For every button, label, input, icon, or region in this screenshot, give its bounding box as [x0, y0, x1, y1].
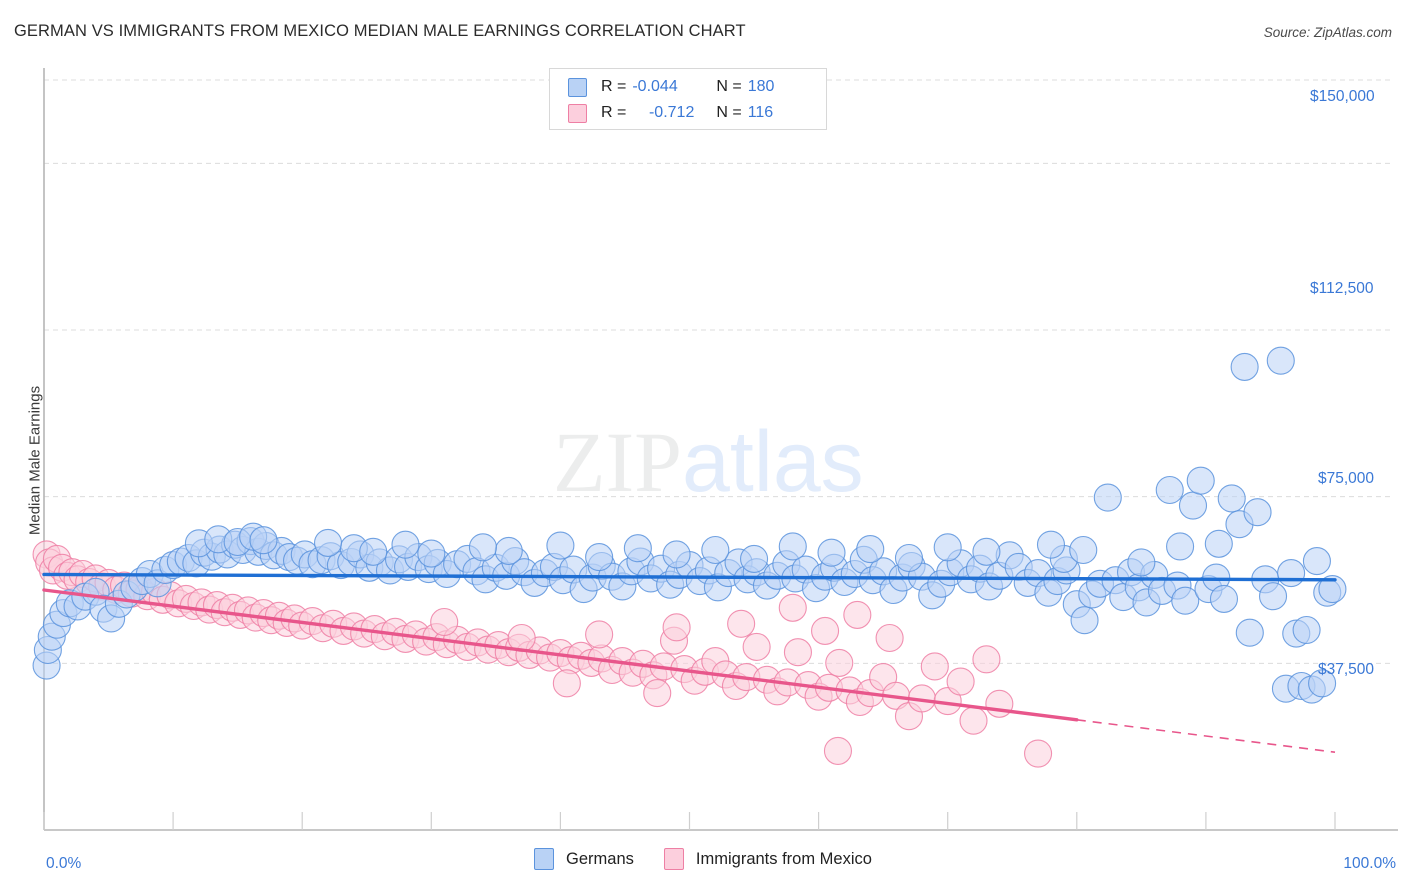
- chart-legend: Germans Immigrants from Mexico: [0, 848, 1406, 870]
- stats-n-value-germans: 180: [747, 78, 775, 95]
- legend-label-germans: Germans: [566, 849, 634, 868]
- legend-item-germans[interactable]: Germans: [534, 848, 634, 870]
- trend-line-germans: [42, 572, 1337, 582]
- stats-swatch-mexico: [568, 103, 587, 123]
- stats-n-value-mexico: 116: [747, 104, 774, 121]
- source-label: Source: ZipAtlas.com: [1263, 25, 1392, 40]
- y-tick-label-112500: $112,500: [1310, 280, 1374, 297]
- stats-r-value-mexico: -0.712: [648, 104, 695, 121]
- axis-lines: [43, 68, 1398, 831]
- legend-swatch-mexico: [663, 848, 684, 870]
- correlation-stats-box: R = -0.044 N = 180 R = -0.712 N = 116: [549, 68, 827, 130]
- trend-line-mexico: [42, 588, 1336, 754]
- legend-swatch-germans: [534, 848, 555, 870]
- page-title: GERMAN VS IMMIGRANTS FROM MEXICO MEDIAN …: [14, 22, 746, 40]
- x-tick-label-max: 100.0%: [1343, 855, 1396, 872]
- y-tick-label-37500: $37,500: [1318, 661, 1375, 678]
- x-tick-label-min: 0.0%: [46, 855, 82, 872]
- stats-swatch-germans: [568, 77, 587, 97]
- stats-row-germans: R = -0.044 N = 180: [550, 74, 826, 100]
- stats-r-label-mexico: R =: [601, 104, 627, 121]
- stats-n-label-mexico: N =: [716, 104, 742, 121]
- y-tick-label-75000: $75,000: [1318, 470, 1375, 487]
- stats-r-value-germans: -0.044: [632, 78, 678, 95]
- stats-n-label-germans: N =: [716, 78, 742, 95]
- legend-label-mexico: Immigrants from Mexico: [695, 849, 872, 868]
- y-tick-label-150000: $150,000: [1310, 88, 1375, 105]
- legend-item-mexico[interactable]: Immigrants from Mexico: [663, 848, 872, 870]
- stats-row-mexico: R = -0.712 N = 116: [550, 100, 826, 126]
- series-points-germans: [32, 346, 1347, 704]
- stats-r-label-germans: R =: [601, 78, 627, 95]
